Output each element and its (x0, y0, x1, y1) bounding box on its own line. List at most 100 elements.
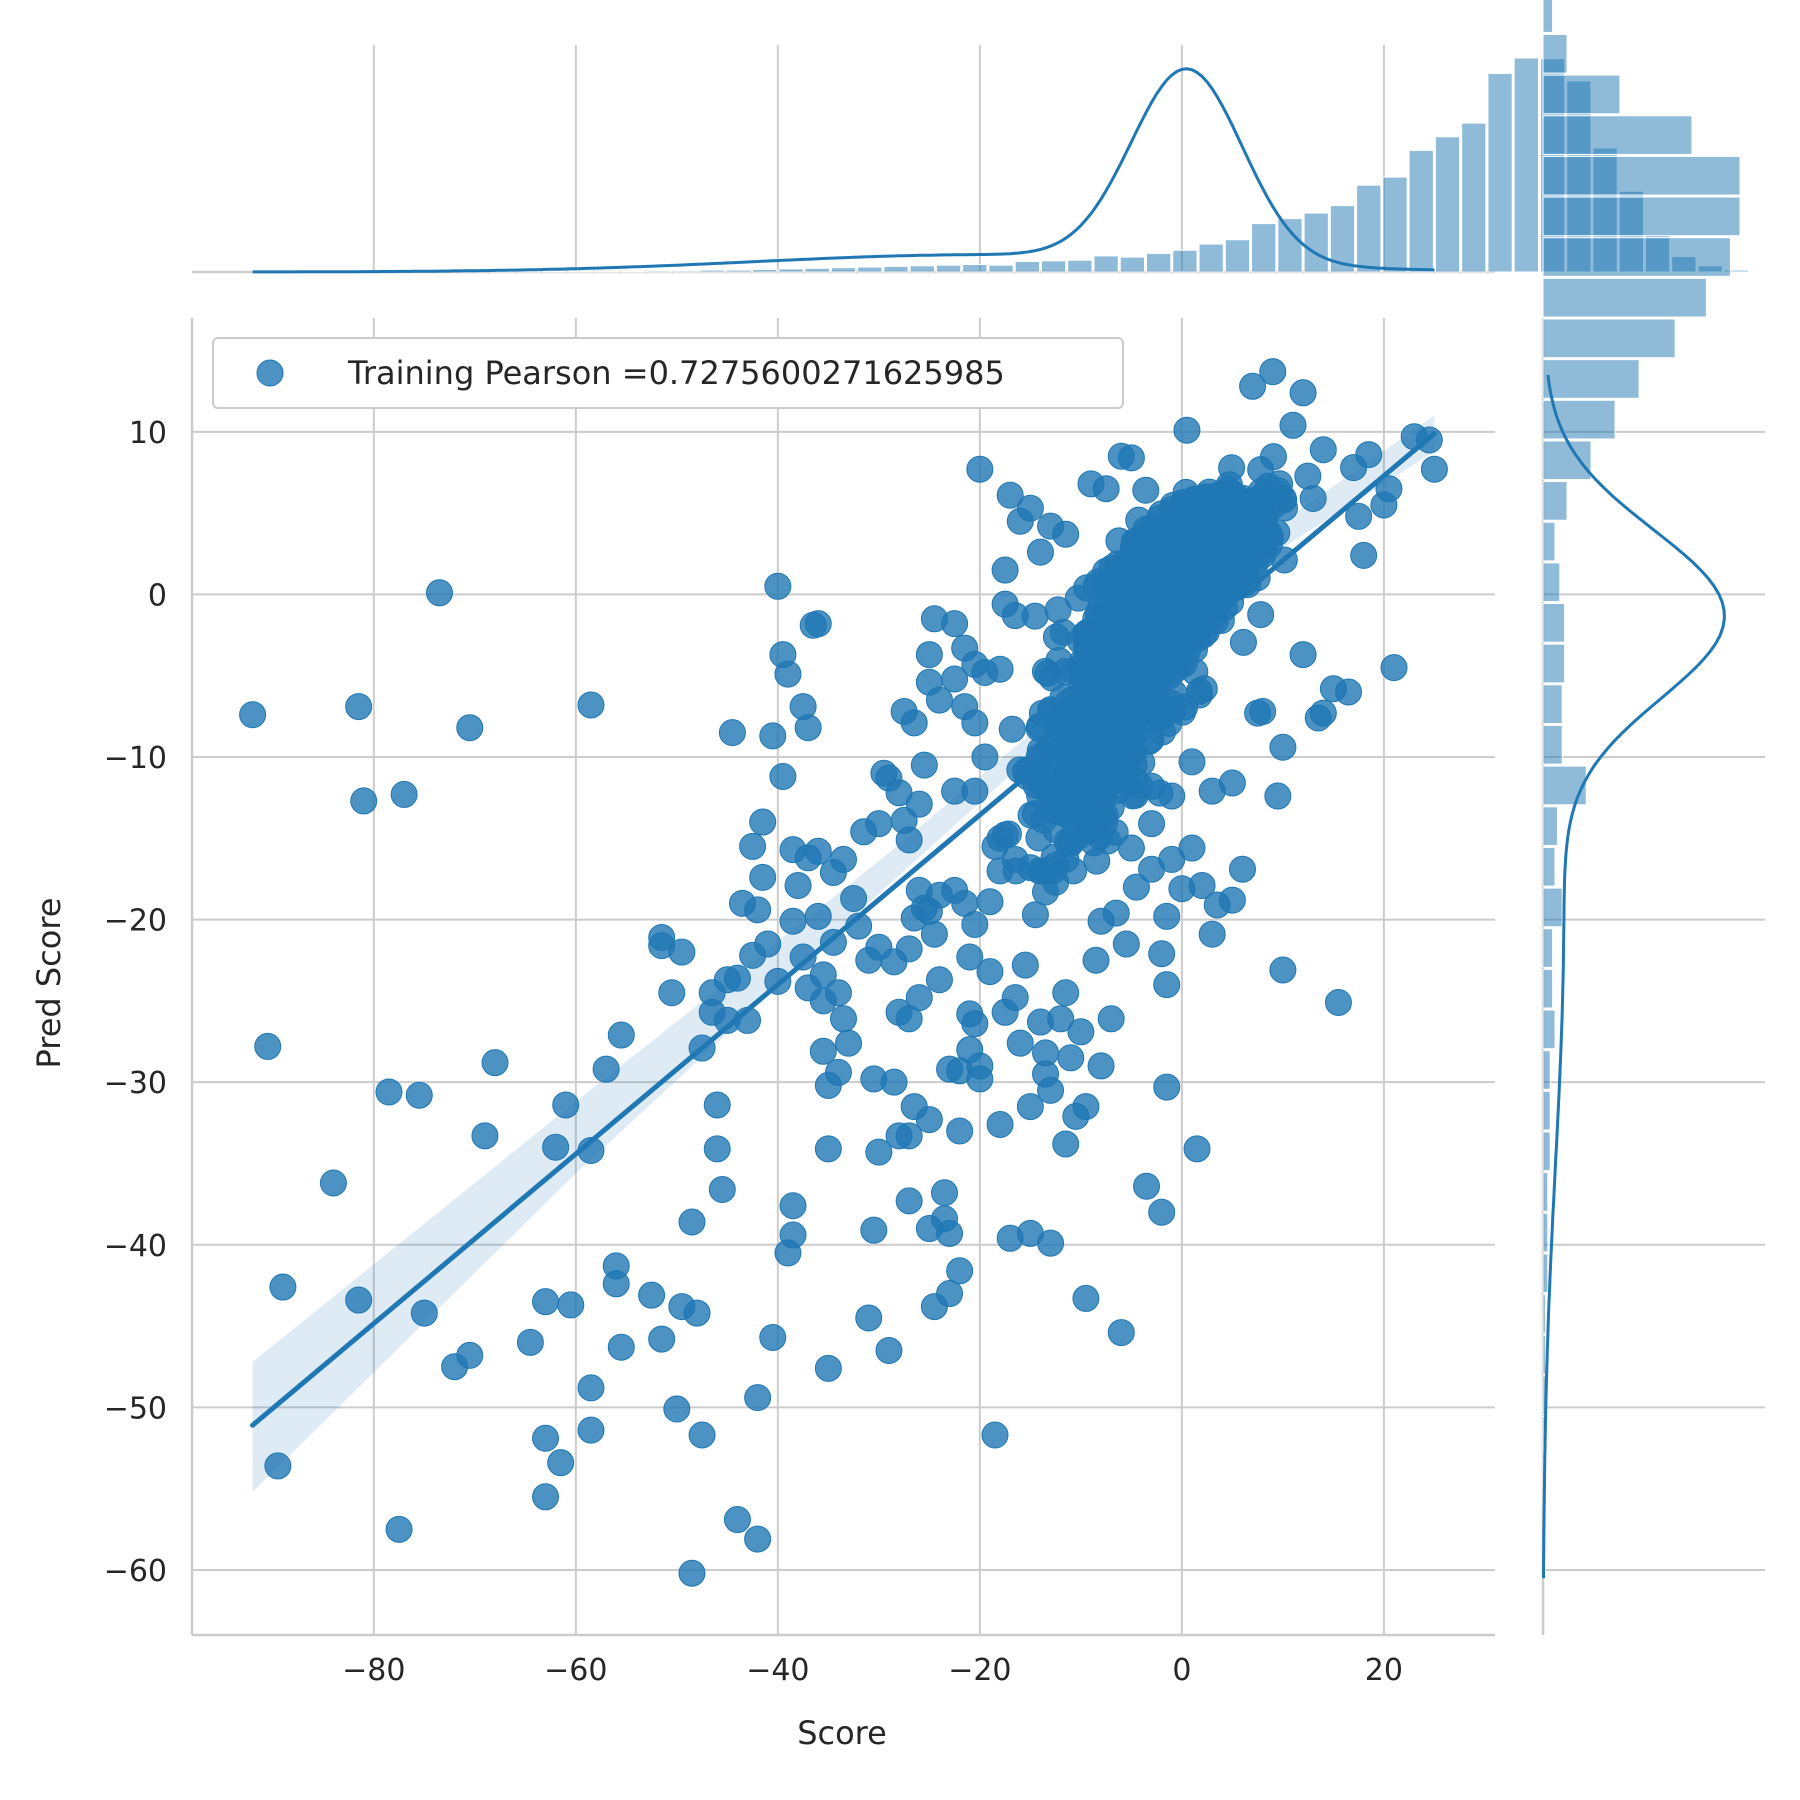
scatter-point (1082, 946, 1110, 974)
scatter-point (936, 1219, 964, 1247)
scatter-point (1016, 1093, 1044, 1121)
right-histogram-bar (1542, 33, 1568, 74)
scatter-point (1001, 602, 1029, 630)
right-histogram-bar (1542, 846, 1556, 887)
scatter-point (946, 1257, 974, 1285)
scatter-point (1044, 596, 1072, 624)
scatter-point (991, 821, 1019, 849)
scatter-point (547, 1449, 575, 1477)
right-histogram-bar (1542, 968, 1554, 1009)
right-histogram-bar (1542, 928, 1554, 968)
scatter-point (1304, 704, 1332, 732)
scatter-point (532, 1483, 560, 1511)
scatter-point (1173, 416, 1201, 444)
top-histogram-bar (752, 269, 778, 273)
scatter-point (592, 1055, 620, 1083)
top-histogram-bar (699, 269, 725, 273)
top-histogram-bar (568, 270, 594, 273)
scatter-point (759, 722, 787, 750)
right-histogram-bar (1542, 440, 1592, 481)
scatter-point (1119, 538, 1147, 566)
scatter-point (1107, 764, 1135, 792)
scatter-point (1026, 538, 1054, 566)
scatter-point (1167, 650, 1195, 678)
scatter-point (986, 655, 1014, 683)
scatter-point (668, 938, 696, 966)
scatter-point (1279, 411, 1307, 439)
scatter-point (941, 610, 969, 638)
scatter-point (941, 665, 969, 693)
scatter-point (1001, 984, 1029, 1012)
scatter-point (1138, 772, 1166, 800)
scatter-point (1153, 971, 1181, 999)
scatter-point (1128, 749, 1156, 777)
right-histogram-bar (1542, 1009, 1556, 1050)
right-histogram-bar (1542, 359, 1640, 399)
scatter-point (410, 1299, 438, 1327)
scatter-point (1047, 1005, 1075, 1033)
scatter-point (1249, 697, 1277, 725)
scatter-point (1247, 601, 1275, 629)
scatter-point (739, 832, 767, 860)
scatter-point (920, 920, 948, 948)
top-histogram-bar (1487, 73, 1513, 273)
scatter-point (1188, 871, 1216, 899)
top-histogram-bar (962, 264, 988, 273)
top-histogram-bar (647, 270, 673, 273)
scatter-point (1072, 1093, 1100, 1121)
scatter-point (385, 1515, 413, 1543)
scatter-point (1350, 541, 1378, 569)
scatter-point (910, 751, 938, 779)
scatter-point (1072, 1284, 1100, 1312)
top-histogram-bar (857, 266, 883, 273)
scatter-point (1067, 1018, 1095, 1046)
scatter-point (1380, 654, 1408, 682)
scatter-point (961, 709, 989, 737)
scatter-point (552, 1091, 580, 1119)
scatter-point (895, 1122, 923, 1150)
scatter-point (986, 1110, 1014, 1138)
top-histogram-bar (725, 269, 752, 273)
right-kde-curve (1542, 374, 1726, 1579)
scatter-point (1147, 500, 1175, 528)
scatter-point (749, 808, 777, 836)
regression-line-group (250, 430, 1437, 1428)
scatter-point (764, 572, 792, 600)
y-tick-label: −50 (104, 1391, 167, 1426)
scatter-point (1309, 436, 1337, 464)
scatter-point (814, 1135, 842, 1163)
scatter-point (345, 1286, 373, 1314)
right-histogram-bar (1542, 115, 1693, 155)
scatter-point (269, 1273, 297, 1301)
scatter-point (471, 1122, 499, 1150)
scatter-point (1224, 513, 1252, 541)
scatter-point (1112, 930, 1140, 958)
scatter-point (516, 1328, 544, 1356)
scatter-point (925, 966, 953, 994)
scatter-point (703, 1135, 731, 1163)
right-histogram-bar (1542, 74, 1621, 115)
right-histogram-bar (1542, 1253, 1549, 1294)
top-histogram-bar (594, 270, 620, 273)
top-histogram-bar (1014, 260, 1040, 273)
scatter-point (905, 790, 933, 818)
x-tick-label: 20 (1365, 1653, 1403, 1688)
scatter-point (1220, 480, 1248, 508)
scatter-point (824, 979, 852, 1007)
scatter-point (961, 1010, 989, 1038)
top-histogram-bar (1251, 223, 1277, 273)
scatter-point (744, 1384, 772, 1412)
scatter-point (1132, 476, 1160, 504)
scatter-point (1016, 494, 1044, 522)
right-histogram-bar (1542, 1334, 1546, 1375)
right-histogram-bar (1542, 643, 1566, 684)
scatter-point (1198, 920, 1226, 948)
scatter-point (1345, 502, 1373, 530)
scatter-point (931, 1179, 959, 1207)
scatter-point (1097, 793, 1125, 821)
right-histogram-bar (1542, 1050, 1551, 1090)
top-kde-curve (252, 67, 1435, 274)
scatter-point (865, 1138, 893, 1166)
scatter-point (678, 1208, 706, 1236)
